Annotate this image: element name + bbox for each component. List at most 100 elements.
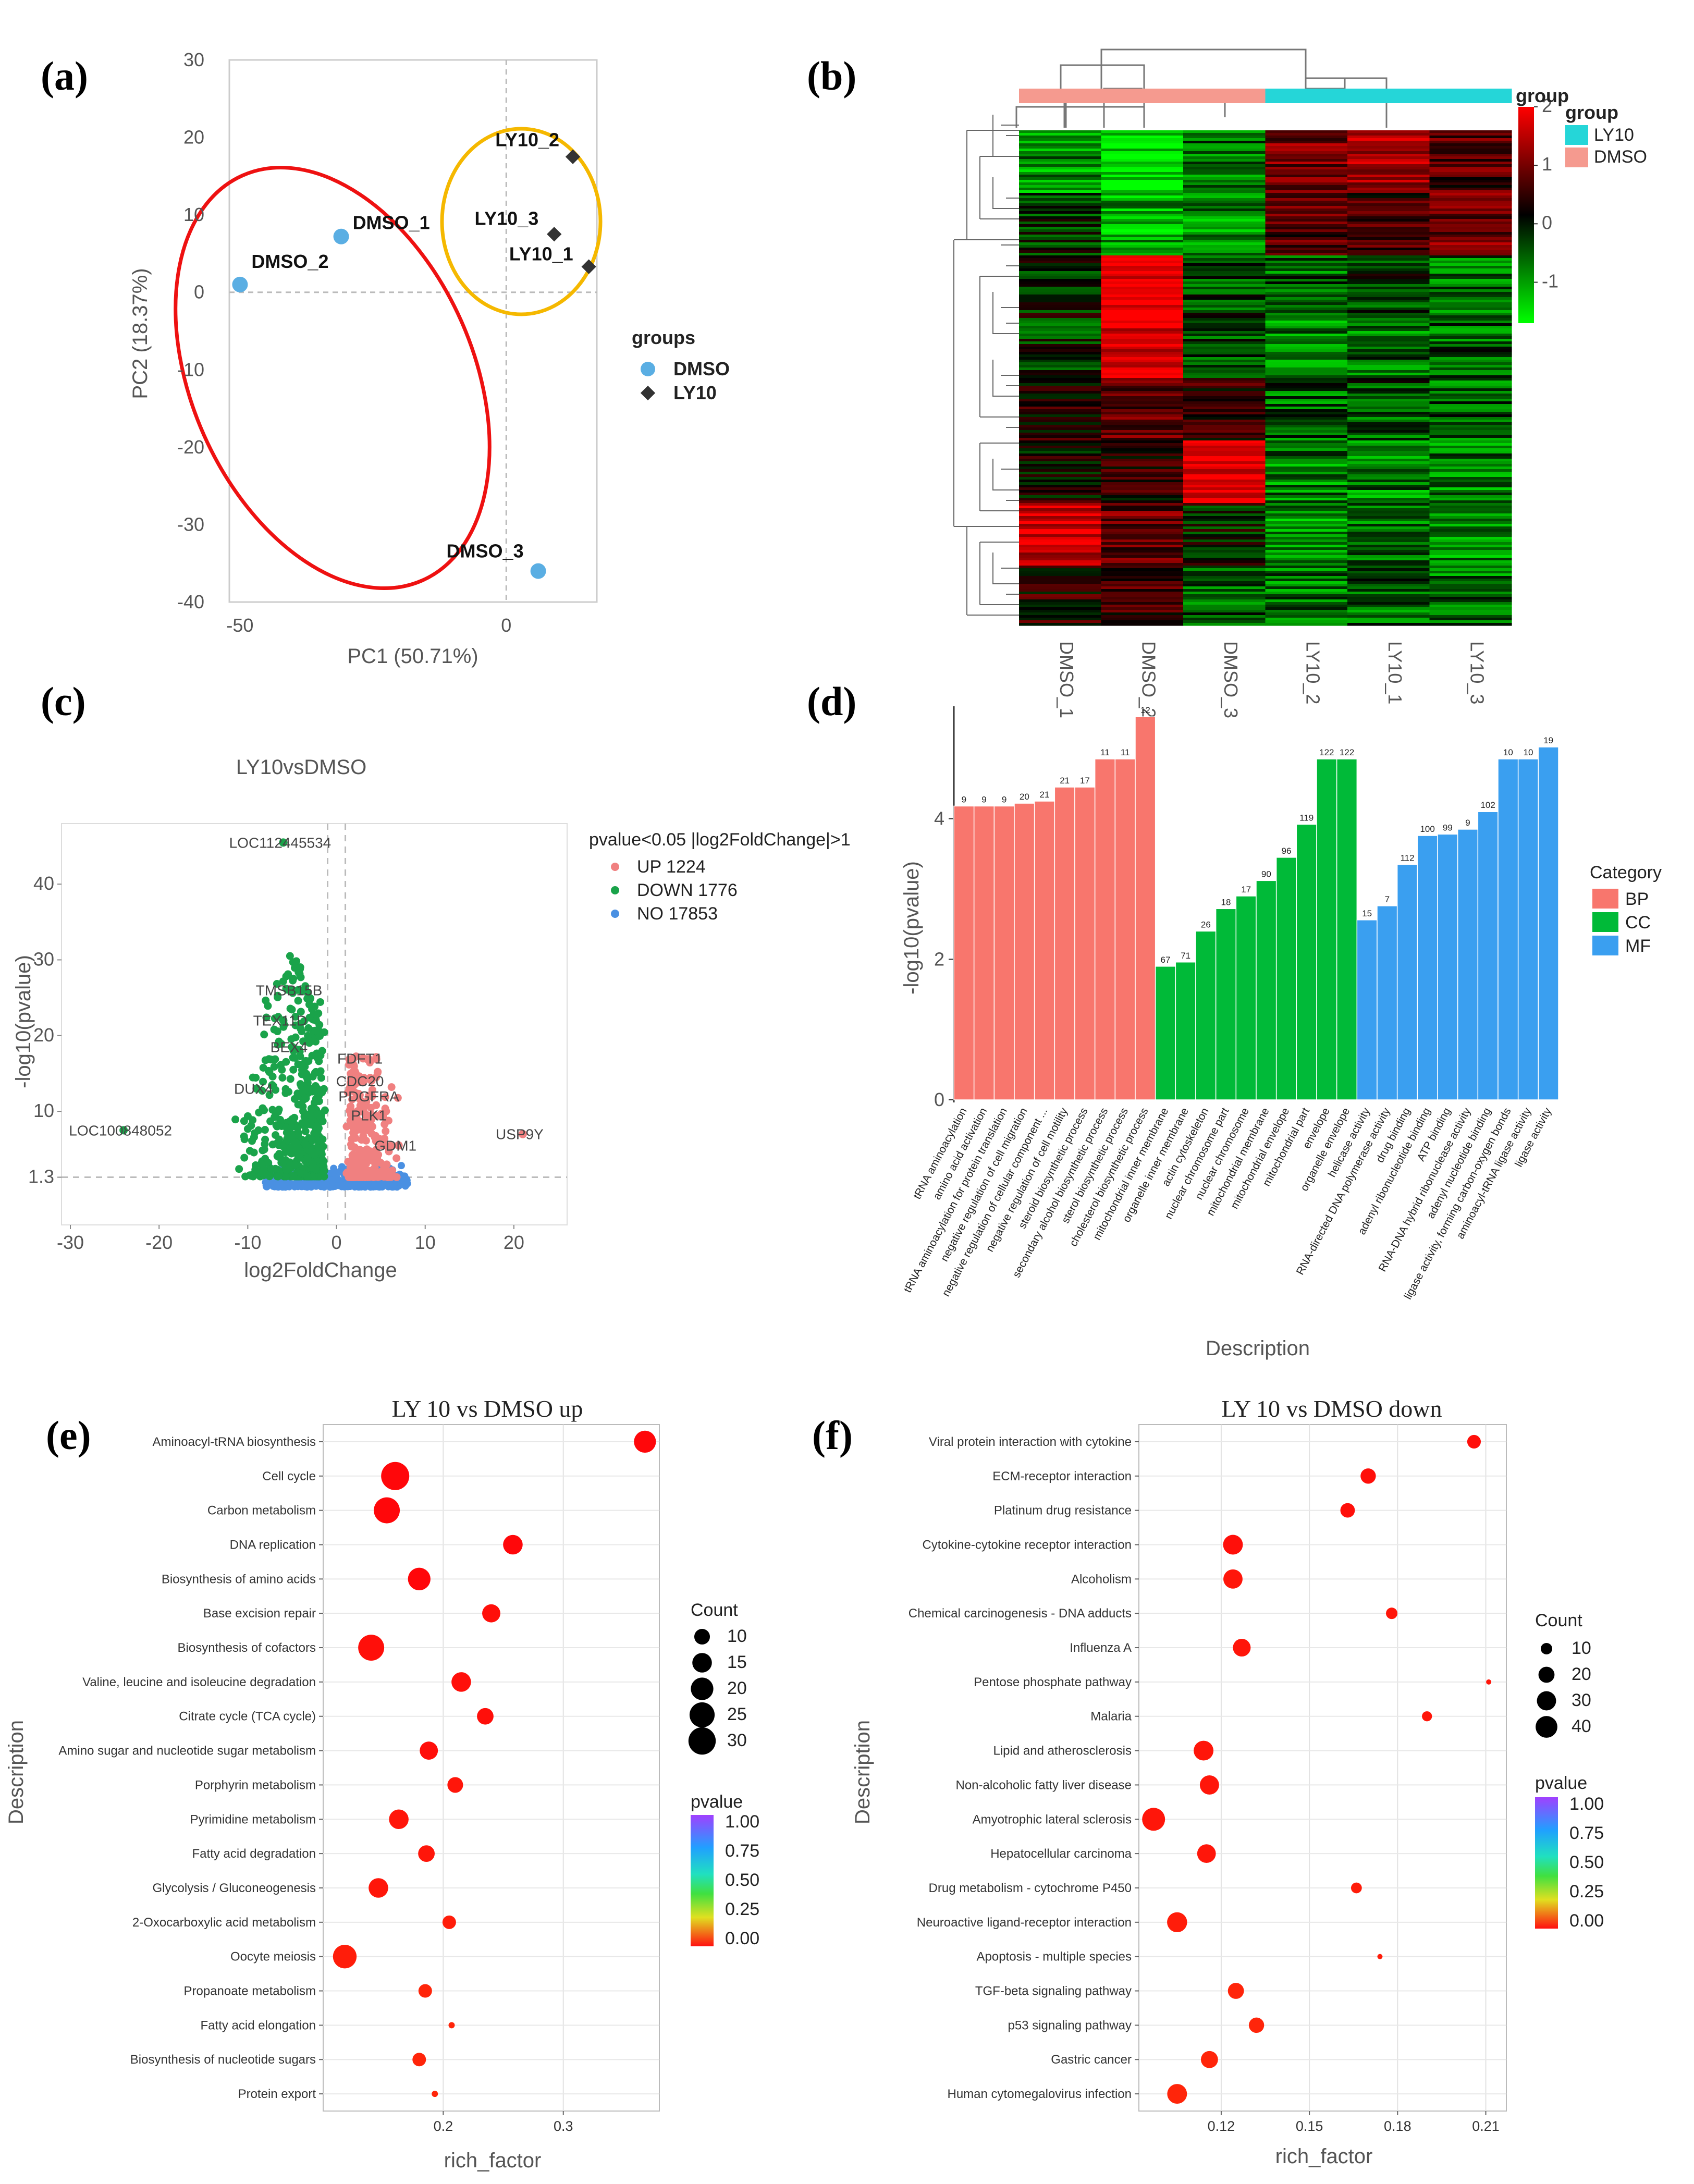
heatmap-cell: [1347, 503, 1430, 506]
heatmap-cell: [1019, 326, 1102, 329]
pF-pvalue-tick-label: 1.00: [1569, 1794, 1604, 1814]
heatmap-cell: [1101, 477, 1184, 480]
pE-term-dot: [412, 2053, 426, 2067]
pF-term-label: Alcoholism: [1071, 1572, 1132, 1586]
heatmap-cell: [1429, 297, 1512, 300]
heatmap-cell: [1183, 138, 1266, 141]
heatmap-cell: [1347, 584, 1430, 587]
heatmap-cell: [1019, 388, 1102, 391]
heatmap-cell: [1429, 193, 1512, 196]
heatmap-cell: [1265, 175, 1348, 178]
heatmap-cell: [1347, 357, 1430, 360]
heatmap-cell: [1019, 391, 1102, 394]
heatmap-cell: [1429, 412, 1512, 415]
heatmap-cell: [1183, 279, 1266, 282]
heatmap-cell: [1183, 164, 1266, 167]
heatmap-cell: [1183, 566, 1266, 569]
heatmap-cell: [1429, 576, 1512, 579]
heatmap-cell: [1429, 433, 1512, 436]
heatmap-cell: [1183, 292, 1266, 295]
heatmap-cell: [1101, 315, 1184, 318]
volcano-gene-label: LOC112445534: [229, 835, 332, 851]
go-legend-bp-swatch: [1592, 889, 1618, 909]
heatmap-cell: [1265, 292, 1348, 295]
heatmap-cell: [1429, 133, 1512, 136]
heatmap-cell: [1265, 417, 1348, 420]
heatmap-cell: [1347, 224, 1430, 227]
volcano-point: [286, 1144, 294, 1152]
heatmap-cell: [1347, 222, 1430, 225]
heatmap-cell: [1183, 289, 1266, 292]
heatmap-cell: [1429, 513, 1512, 517]
heatmap-cell: [1183, 365, 1266, 368]
pca-y-tick-label: -40: [177, 591, 204, 612]
volcano-point: [300, 1017, 308, 1025]
heatmap-cell: [1019, 453, 1102, 457]
heatmap-cell: [1265, 453, 1348, 457]
volcano-point: [291, 1013, 300, 1021]
pF-pvalue-tick-label: 0.25: [1569, 1882, 1604, 1901]
go-bar: [993, 805, 1015, 1100]
heatmap-cell: [1101, 310, 1184, 313]
heatmap-cell: [1347, 172, 1430, 175]
heatmap-cell: [1347, 331, 1430, 334]
heatmap-cell: [1019, 268, 1102, 272]
heatmap-cell: [1347, 550, 1430, 553]
heatmap-cell: [1429, 276, 1512, 279]
volcano-point: [363, 1157, 371, 1165]
heatmap-cell: [1429, 305, 1512, 308]
heatmap-cell: [1019, 349, 1102, 352]
heatmap-cell: [1019, 597, 1102, 600]
volcano-point: [231, 1115, 240, 1124]
heatmap-cell: [1429, 266, 1512, 269]
heatmap-cell: [1347, 169, 1430, 173]
heatmap-cell: [1019, 279, 1102, 282]
heatmap-cell: [1183, 417, 1266, 420]
heatmap-cell: [1101, 493, 1184, 496]
heatmap-cell: [1429, 532, 1512, 535]
heatmap-cell: [1101, 615, 1184, 618]
heatmap-cell: [1183, 336, 1266, 339]
heatmap-cell: [1019, 493, 1102, 496]
volcano-point: [334, 1175, 342, 1183]
heatmap-cell: [1265, 443, 1348, 446]
heatmap-cell: [1347, 500, 1430, 504]
heatmap-cell: [1101, 586, 1184, 590]
volcano-point: [298, 1066, 306, 1074]
heatmap-cell: [1429, 417, 1512, 420]
heatmap-cell: [1429, 589, 1512, 592]
volcano-point: [240, 1154, 249, 1162]
pF-term-label: Platinum drug resistance: [994, 1504, 1132, 1518]
heatmap-cell: [1347, 404, 1430, 407]
pca-y-tick-label: -20: [177, 436, 204, 458]
heatmap-cell: [1101, 255, 1184, 259]
heatmap-cell: [1265, 566, 1348, 569]
heatmap-cell: [1265, 456, 1348, 459]
heatmap-cell: [1265, 216, 1348, 219]
heatmap-cell: [1183, 378, 1266, 381]
pca-y-tick-label: 30: [183, 49, 204, 70]
kegg-down-pvalue-ticks: 1.000.750.500.250.00: [1569, 1794, 1604, 1931]
heatmap-column-label: LY10_1: [1384, 641, 1406, 704]
heatmap-cell: [1019, 336, 1102, 339]
heatmap-cell: [1347, 188, 1430, 191]
heatmap-cell: [1019, 164, 1102, 167]
pE-count-legend-dot: [691, 1677, 714, 1700]
heatmap-cell: [1019, 360, 1102, 363]
pE-term-dot: [358, 1635, 385, 1661]
pE-x-tick-label: 0.3: [554, 2118, 573, 2134]
heatmap-cell: [1183, 208, 1266, 212]
heatmap-cell: [1101, 242, 1184, 246]
volcano-point: [259, 1146, 267, 1155]
go-bar-count-label: 112: [1400, 853, 1414, 863]
heatmap-cell: [1183, 237, 1266, 240]
heatmap-cell: [1019, 547, 1102, 550]
heatmap-cell: [1265, 240, 1348, 243]
heatmap-cell: [1265, 477, 1348, 480]
group-bar-cell: [1265, 89, 1348, 103]
heatmap-cell: [1019, 409, 1102, 412]
heatmap-cell: [1019, 375, 1102, 378]
heatmap-cell: [1183, 547, 1266, 550]
colorbar-tick-label: 1: [1542, 153, 1552, 175]
volcano-point: [296, 963, 304, 972]
